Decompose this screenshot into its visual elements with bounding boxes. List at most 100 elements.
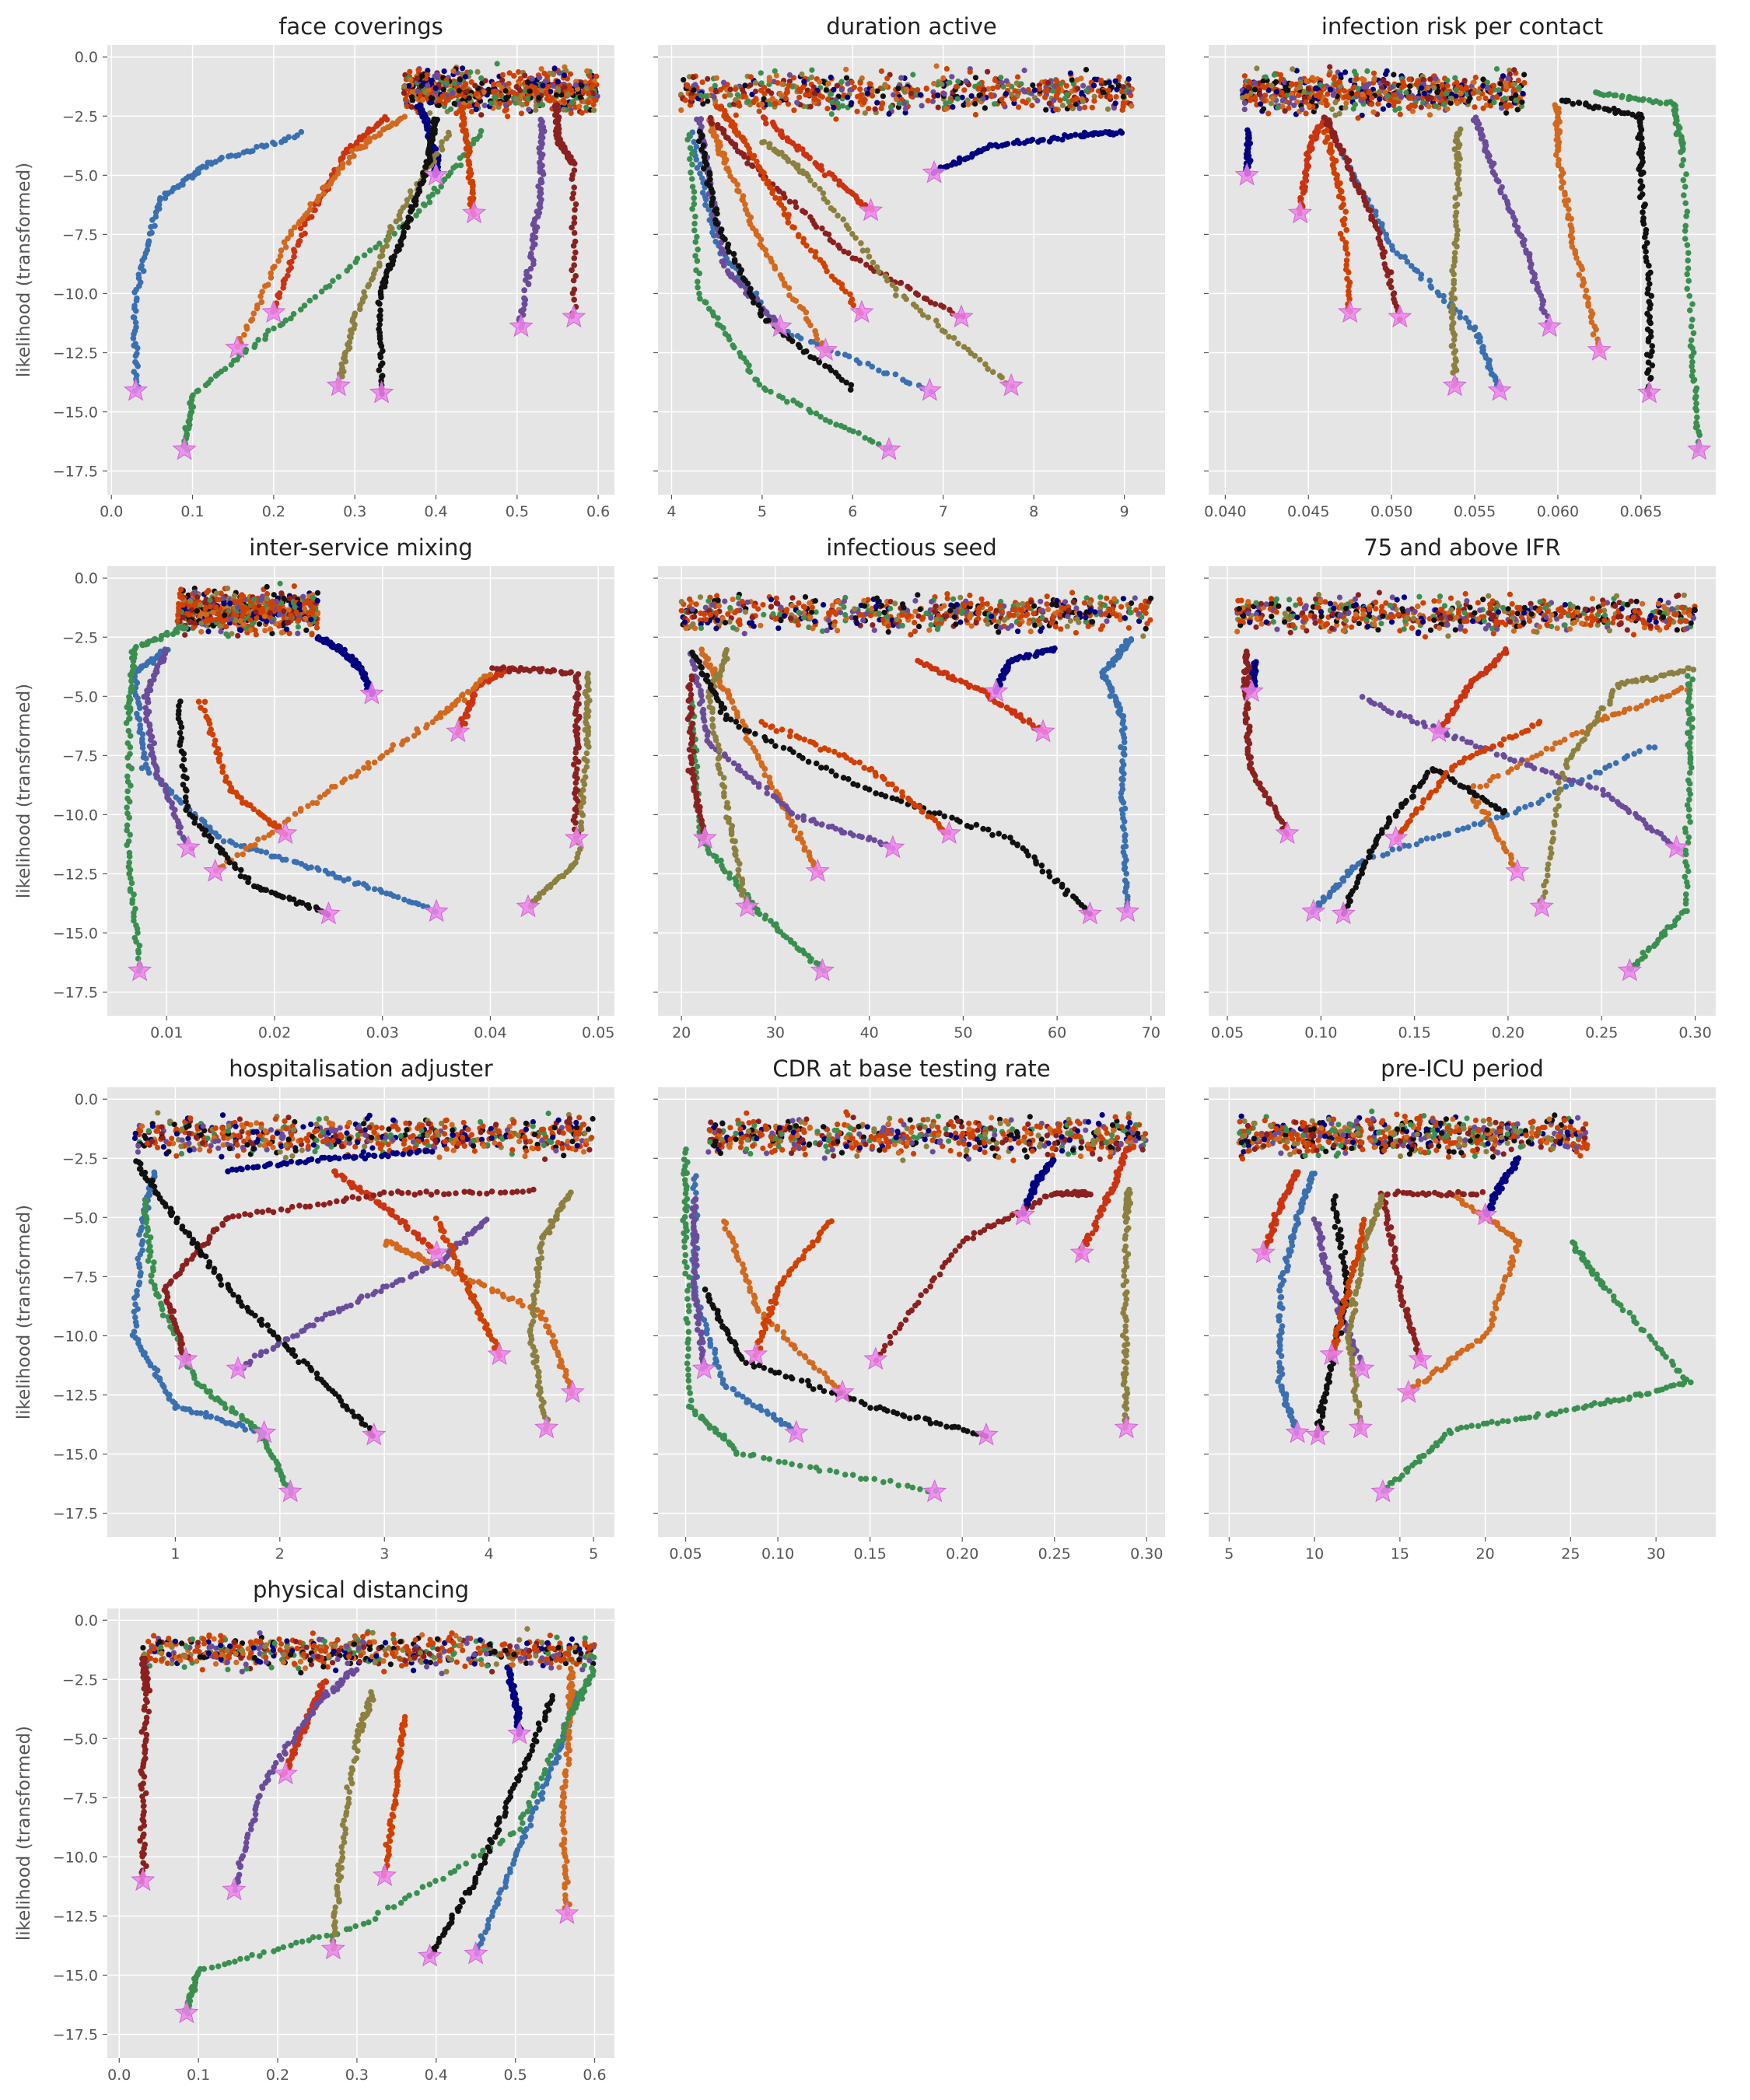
chain-point	[828, 205, 835, 212]
cloud-point	[1003, 91, 1009, 97]
chain-point	[138, 262, 145, 269]
chain-point	[691, 220, 698, 227]
cloud-point	[1413, 81, 1419, 88]
cloud-point	[537, 75, 543, 81]
chain-point	[259, 289, 266, 295]
cloud-point	[691, 87, 697, 93]
cloud-point	[558, 92, 565, 98]
chain-point	[1453, 219, 1459, 225]
chain-point	[806, 406, 812, 413]
chain-point	[1684, 271, 1690, 278]
cloud-point	[540, 82, 546, 89]
y-tick-label: 0.0	[75, 49, 98, 66]
cloud-point	[1350, 85, 1356, 91]
chain-point	[1643, 352, 1650, 358]
cloud-point	[1521, 79, 1528, 86]
chain-point	[795, 232, 802, 238]
chain-point	[382, 114, 388, 121]
cloud-point	[457, 76, 463, 82]
chain-point	[135, 271, 142, 278]
cloud-point	[1100, 89, 1106, 96]
cloud-point	[811, 96, 817, 103]
chain-point	[763, 317, 769, 324]
cloud-point	[955, 79, 961, 85]
cloud-point	[1291, 102, 1297, 109]
cloud-point	[972, 75, 978, 81]
chain-point	[822, 362, 828, 369]
cloud-point	[1247, 79, 1253, 86]
cloud-point	[972, 100, 978, 107]
cloud-point	[689, 95, 695, 101]
cloud-point	[779, 81, 786, 87]
chain-point	[1451, 296, 1458, 302]
cloud-point	[800, 84, 806, 90]
chain-point	[1694, 414, 1700, 421]
cloud-point	[1398, 93, 1405, 100]
cloud-point	[419, 96, 426, 103]
cloud-point	[838, 79, 845, 85]
chain-point	[1583, 100, 1589, 107]
chain-point	[938, 302, 944, 309]
cloud-point	[1428, 95, 1434, 101]
chain-point	[794, 333, 801, 339]
chain-point	[696, 128, 703, 135]
cloud-point	[235, 632, 241, 639]
cloud-point	[923, 86, 929, 92]
chain-point	[760, 114, 767, 121]
chain-point	[416, 208, 422, 215]
chain-point	[571, 184, 577, 191]
cloud-point	[1391, 72, 1397, 78]
chain-point	[705, 306, 712, 312]
cloud-point	[466, 95, 472, 101]
cloud-point	[1329, 106, 1335, 113]
cloud-point	[1288, 81, 1295, 87]
cloud-point	[1031, 87, 1038, 93]
chain-point	[1601, 106, 1608, 112]
x-tick-label: 0.4	[424, 503, 447, 520]
cloud-point	[1427, 76, 1433, 82]
cloud-point	[1306, 103, 1312, 109]
chain-point	[691, 195, 697, 201]
cloud-point	[1505, 75, 1511, 82]
chain-point	[285, 134, 292, 140]
cloud-point	[712, 89, 719, 95]
chain-point	[571, 229, 578, 236]
cloud-point	[545, 84, 551, 90]
cloud-point	[713, 75, 719, 81]
cloud-point	[1514, 107, 1521, 113]
cloud-point	[931, 80, 937, 87]
cloud-point	[533, 107, 539, 113]
cloud-point	[1075, 86, 1081, 92]
chain-point	[842, 352, 849, 358]
chain-point	[712, 238, 719, 245]
cloud-point	[947, 99, 953, 105]
cloud-point	[915, 87, 921, 93]
cloud-point	[1493, 66, 1500, 72]
cloud-point	[300, 593, 306, 600]
chain-point	[1454, 201, 1461, 208]
cloud-point	[1091, 98, 1097, 104]
cloud-point	[267, 626, 274, 632]
chain-point	[258, 299, 265, 306]
cloud-point	[579, 110, 585, 116]
cloud-point	[560, 107, 567, 113]
cloud-point	[1369, 95, 1375, 101]
cloud-point	[441, 68, 447, 75]
cloud-point	[845, 94, 851, 100]
cloud-point	[1444, 82, 1451, 89]
chain-point	[817, 257, 824, 263]
chain-point	[853, 357, 860, 363]
cloud-point	[205, 628, 212, 635]
cloud-point	[681, 77, 687, 83]
chain-point	[691, 227, 698, 234]
chain-point	[1682, 236, 1689, 242]
chain-point	[1451, 278, 1458, 284]
chain-point	[298, 128, 305, 135]
cloud-point	[1408, 95, 1414, 101]
cloud-point	[727, 86, 733, 93]
chain-point	[921, 295, 928, 302]
chain-point	[687, 156, 693, 163]
chain-point	[882, 273, 889, 280]
cloud-point	[474, 68, 481, 75]
cloud-point	[692, 82, 698, 88]
